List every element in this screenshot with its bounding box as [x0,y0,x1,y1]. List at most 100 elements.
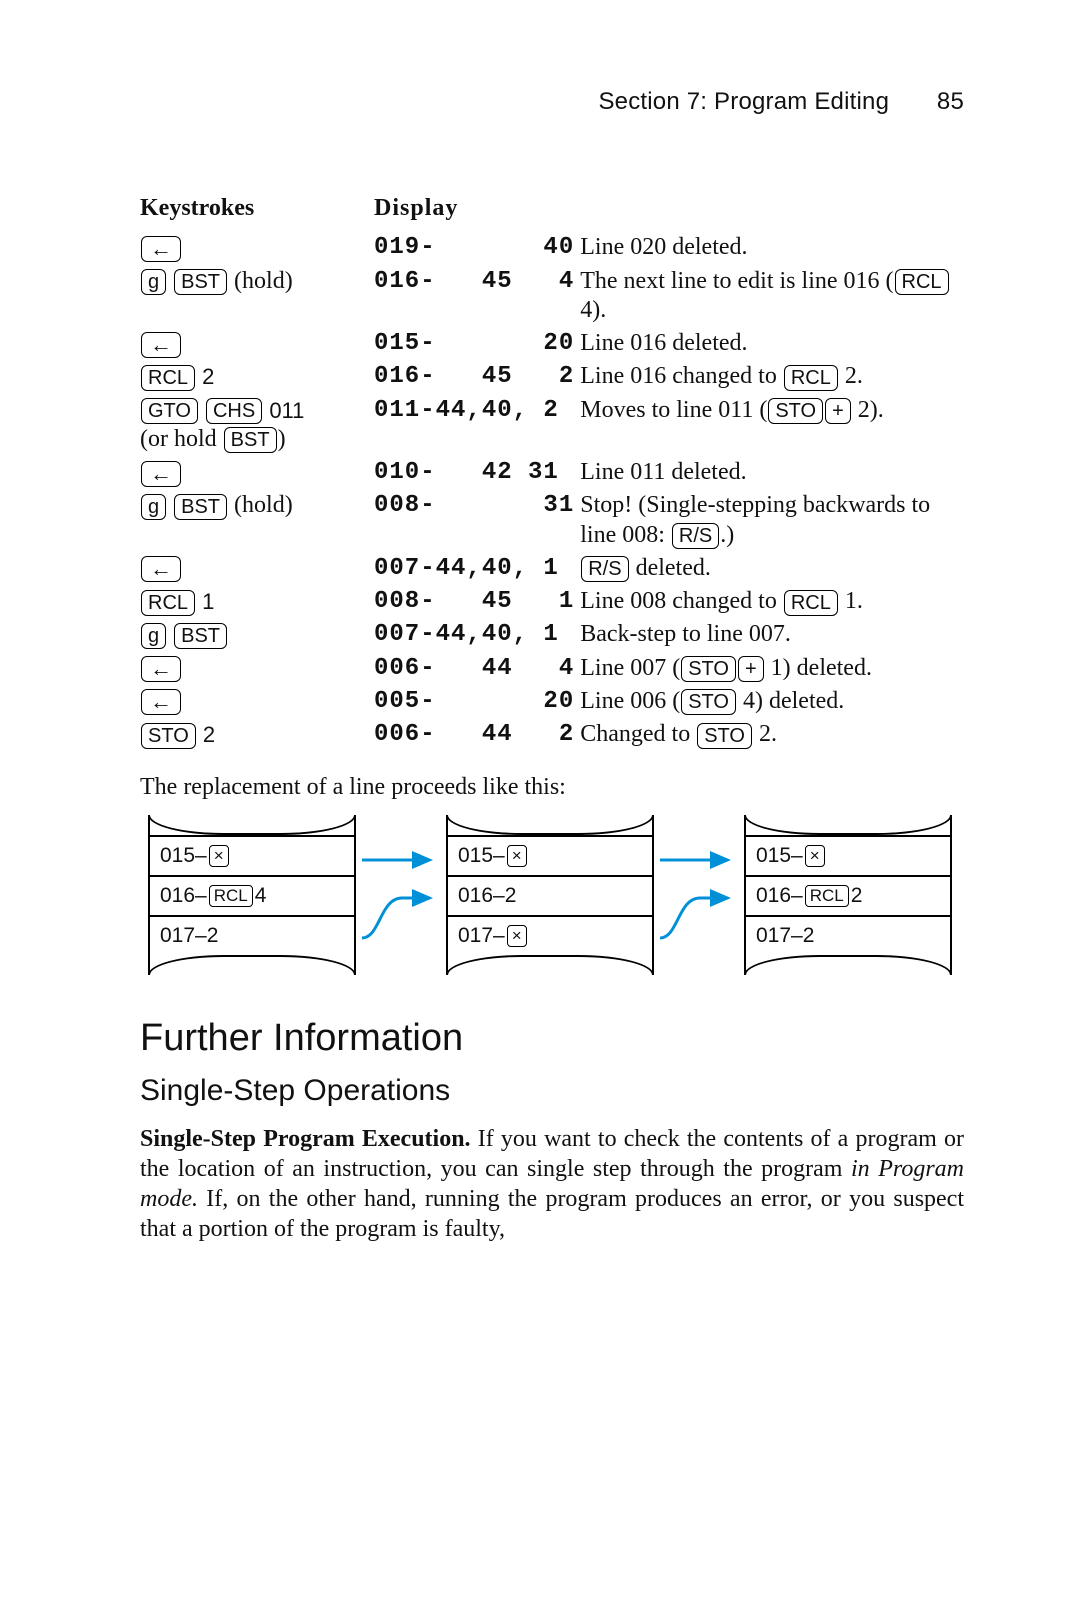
ks-text: (or hold [140,426,223,452]
display-cell: 010- 42 31 [374,456,580,489]
keycap: g [141,494,166,520]
ks-text: (hold) [228,268,293,294]
description-cell: Line 016 deleted. [580,327,964,360]
table-row: g BST (hold)008- 31Stop! (Single-steppin… [140,489,964,552]
desc-text: 2. [753,721,777,747]
keycap: STO [681,656,736,682]
table-row: ←019- 40Line 020 deleted. [140,231,964,264]
flow-row: 016–RCL4 [150,875,354,915]
keycap: ← [141,656,181,682]
table-row: STO 2006- 44 2Changed to STO 2. [140,718,964,751]
keystrokes-cell: g BST (hold) [140,265,374,328]
display-cell: 008- 45 1 [374,585,580,618]
keystrokes-cell: RCL 2 [140,360,374,393]
desc-text: 1. [839,588,863,614]
display-cell: 007-44,40, 1 [374,552,580,585]
keystrokes-cell: ← [140,231,374,264]
keycap: BST [174,494,227,520]
table-row: ←015- 20Line 016 deleted. [140,327,964,360]
desc-text: deleted. [630,555,711,581]
desc-text: Line 016 changed to [580,363,783,389]
keycap: RCL [805,885,849,907]
keycap: STO [141,723,196,749]
keycap: ← [141,689,181,715]
table-row: ←006- 44 4Line 007 (STO+ 1) deleted. [140,652,964,685]
display-cell: 008- 31 [374,489,580,552]
flow-row-label: 016– [756,884,803,908]
keystrokes-cell: ← [140,685,374,718]
keycap: × [507,845,527,867]
flow-panel: 015–×016–RCL2017–2 [744,815,952,975]
keycap: STO [768,398,823,424]
keycap: GTO [141,398,198,424]
description-cell: The next line to edit is line 016 (RCL 4… [580,265,964,328]
section-title: Section 7: Program Editing [598,88,889,115]
keycap: ← [141,236,181,262]
table-row: RCL 1008- 45 1Line 008 changed to RCL 1. [140,585,964,618]
description-cell: Moves to line 011 (STO+ 2). [580,394,964,457]
flow-panel: 015–×016–RCL4017–2 [148,815,356,975]
desc-text: Line 007 ( [580,655,680,681]
table-row: g BST (hold)016- 45 4The next line to ed… [140,265,964,328]
description-cell: Line 007 (STO+ 1) deleted. [580,652,964,685]
flow-row: 017–2 [150,915,354,955]
body-paragraph: Single-Step Program Execution. If you wa… [140,1124,964,1245]
keycap: ← [141,556,181,582]
col-header-keystrokes: Keystrokes [140,194,374,231]
keystrokes-cell: GTO CHS 011(or hold BST) [140,394,374,457]
description-cell: Line 008 changed to RCL 1. [580,585,964,618]
display-cell: 016- 45 4 [374,265,580,328]
display-cell: 006- 44 2 [374,718,580,751]
flow-row-label: 015– [160,844,207,868]
flow-row: 015–× [746,835,950,875]
keycap: × [507,925,527,947]
keystrokes-cell: g BST [140,618,374,651]
display-cell: 007-44,40, 1 [374,618,580,651]
table-row: ← 007-44,40, 1R/S deleted. [140,552,964,585]
flow-row: 015–× [448,835,652,875]
keycap: RCL [784,365,838,391]
heading-single-step-ops: Single-Step Operations [140,1074,964,1108]
keycap: R/S [672,523,719,549]
flow-row: 017–× [448,915,652,955]
keystrokes-cell: ← [140,552,374,585]
run-in-heading: Single-Step Program Execution. [140,1126,471,1152]
desc-text: Line 011 deleted. [580,459,746,485]
description-cell: Stop! (Single-stepping backwards to line… [580,489,964,552]
desc-text: Line 006 ( [580,688,680,714]
desc-text: Stop! (Single-stepping backwards to line… [580,492,930,547]
desc-text: 4) deleted. [737,688,844,714]
display-cell: 016- 45 2 [374,360,580,393]
keycap: g [141,269,166,295]
ks-text: 1 [196,589,214,614]
flow-row-text: 4 [255,884,267,908]
ks-text: 2 [196,364,214,389]
col-header-desc [580,194,964,231]
keycap: + [738,656,764,682]
display-cell: 019- 40 [374,231,580,264]
flow-arrows [664,820,734,970]
desc-text: Line 016 deleted. [580,330,747,356]
page-number: 85 [924,88,964,116]
keycap: RCL [209,885,253,907]
keycap: R/S [581,556,628,582]
flow-row-label: 015– [756,844,803,868]
heading-further-information: Further Information [140,1017,964,1060]
ks-text: 2 [197,722,215,747]
flow-panel: 015–× 016–2 017–× [446,815,654,975]
ks-text: ) [278,426,286,452]
keystrokes-cell: RCL 1 [140,585,374,618]
keystrokes-cell: ← [140,327,374,360]
desc-text: 4). [580,297,606,323]
keystrokes-cell: g BST (hold) [140,489,374,552]
keystrokes-cell: ← [140,652,374,685]
ks-text: 011 [263,398,304,423]
flow-row: 016–RCL2 [746,875,950,915]
table-row: RCL 2016- 45 2Line 016 changed to RCL 2. [140,360,964,393]
keycap: BST [174,269,227,295]
display-cell: 015- 20 [374,327,580,360]
display-cell: 011-44,40, 2 [374,394,580,457]
flow-row-label: 016–2 [458,884,516,908]
keycap: × [805,845,825,867]
keycap: RCL [784,590,838,616]
